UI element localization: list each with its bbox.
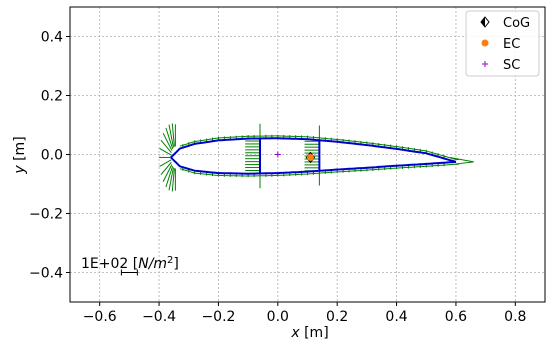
scale-bar: 1E+02 [N/m2] — [81, 255, 179, 276]
flow-arrow — [168, 167, 174, 191]
legend-marker-ec — [481, 39, 489, 47]
flow-arrow — [165, 165, 174, 188]
point-markers — [274, 151, 316, 164]
legend-marker-cog — [480, 16, 490, 28]
x-tick-label: 0.0 — [267, 309, 289, 325]
flow-arrow — [171, 168, 175, 192]
y-tick-label: −0.4 — [29, 266, 63, 282]
y-axis-label: y [m] — [12, 136, 28, 174]
x-tick-label: 0.8 — [504, 309, 526, 325]
y-tick-label: 0.4 — [41, 30, 63, 46]
flow-arrow — [159, 148, 172, 156]
legend: CoG EC SC — [465, 10, 540, 77]
x-tick-label: 0.4 — [385, 309, 407, 325]
flow-arrow — [171, 123, 175, 147]
legend-label-ec: EC — [503, 37, 520, 52]
x-tick-label: −0.4 — [142, 309, 176, 325]
sc-point — [274, 151, 281, 158]
airfoil-lower-surface — [170, 156, 456, 175]
flow-arrow — [160, 139, 172, 153]
flow-arrow — [165, 127, 174, 149]
y-tick-label: −0.2 — [29, 207, 63, 223]
airfoil-outline — [170, 137, 457, 175]
legend-label-cog: CoG — [503, 16, 530, 31]
x-tick-label: −0.6 — [83, 309, 117, 325]
y-tick-label: 0.2 — [41, 89, 63, 105]
x-tick-label: 0.6 — [445, 309, 467, 325]
grid-lines — [70, 7, 545, 302]
flow-arrow — [159, 159, 172, 167]
flow-trailing-tail — [449, 156, 474, 165]
y-axis-ticks: −0.4 −0.2 0.0 0.2 0.4 — [29, 30, 70, 282]
airfoil-upper-surface — [170, 137, 457, 163]
x-axis-label: x [m] — [290, 325, 328, 341]
legend-label-sc: SC — [503, 58, 520, 73]
flow-arrow — [162, 132, 173, 151]
scale-bar-label: 1E+02 [N/m2] — [81, 255, 179, 273]
legend-marker-cog-fill — [481, 17, 485, 27]
flow-arrow — [160, 161, 172, 176]
x-axis-ticks: −0.6 −0.4 −0.2 0.0 0.2 0.4 0.6 0.8 — [83, 302, 526, 325]
legend-marker-sc — [482, 61, 488, 67]
flow-arrow — [168, 124, 174, 148]
x-tick-label: 0.2 — [326, 309, 348, 325]
ec-point — [306, 153, 314, 161]
x-tick-label: −0.2 — [201, 309, 235, 325]
flow-arrows — [159, 123, 474, 192]
y-tick-label: 0.0 — [41, 148, 63, 164]
legend-box — [465, 10, 540, 77]
flow-arrow — [162, 164, 173, 182]
